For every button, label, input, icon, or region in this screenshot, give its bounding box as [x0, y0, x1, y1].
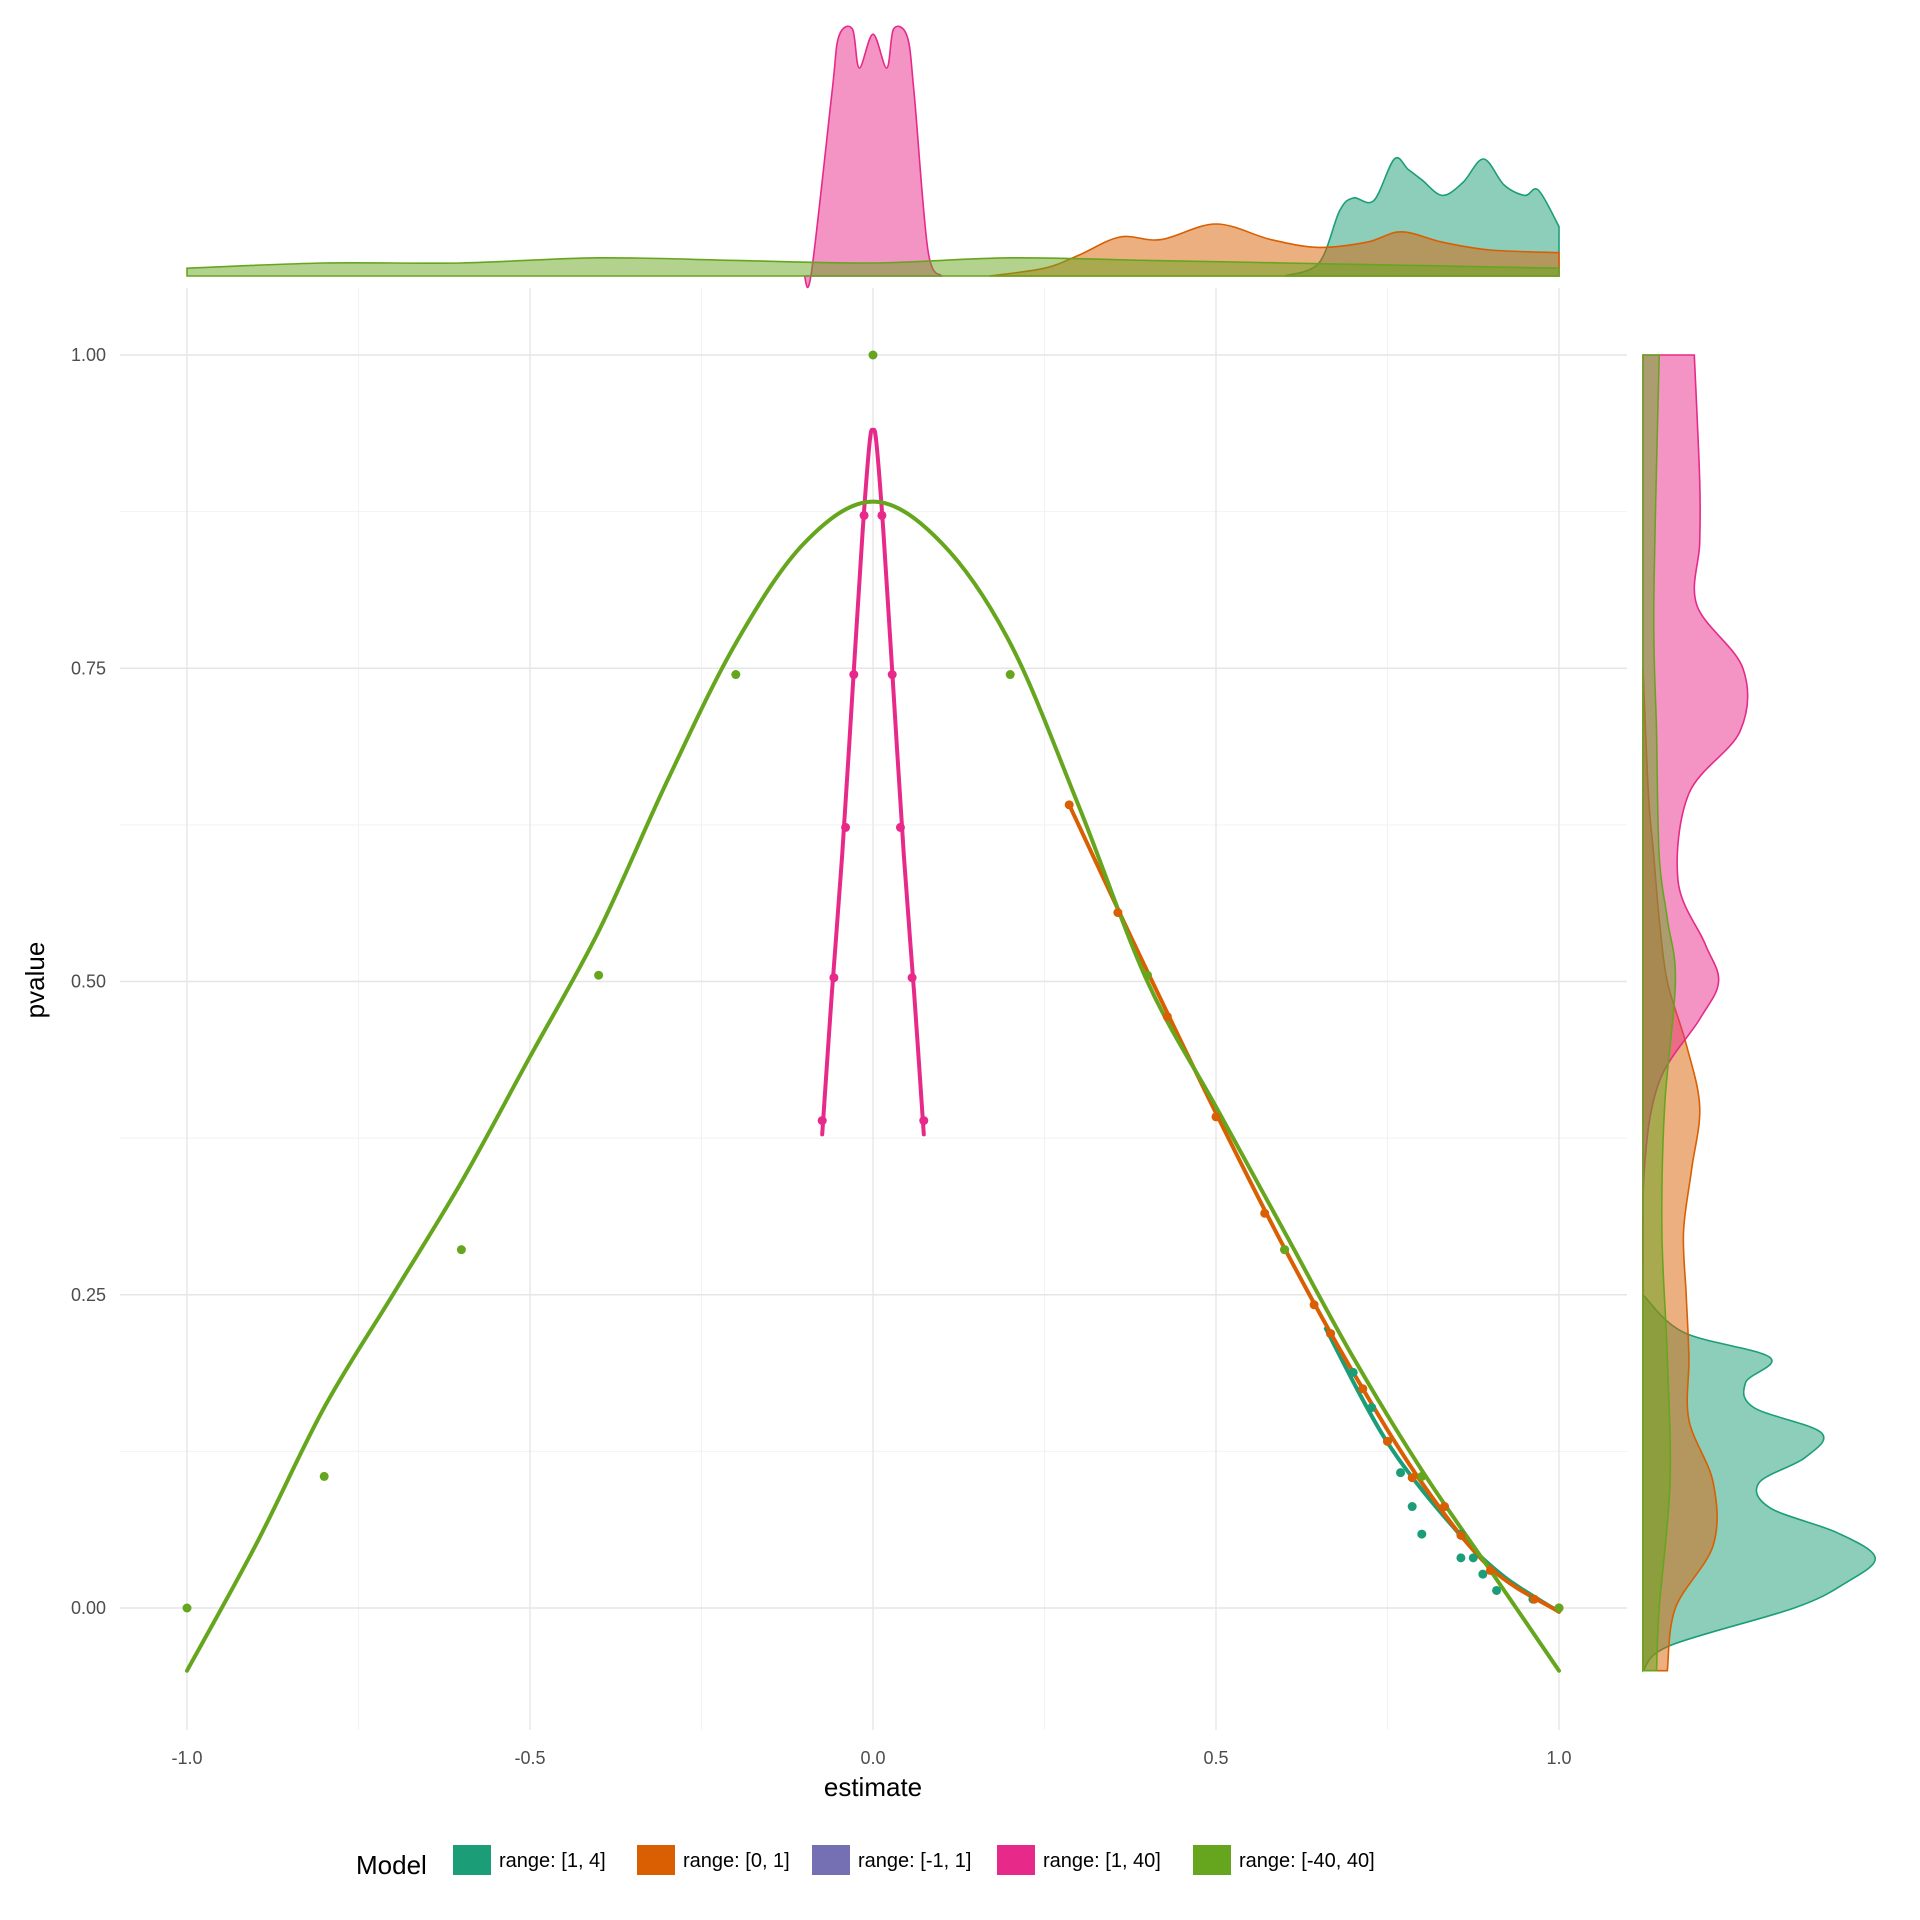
point-3-6	[887, 670, 897, 680]
x-tick-label-4: 1.0	[1546, 1748, 1571, 1768]
point-1-8	[1326, 1329, 1336, 1339]
marginal-x-density-2	[803, 25, 943, 289]
y-tick-label-3: 0.75	[71, 658, 106, 678]
legend-key-point-3	[1011, 1855, 1021, 1865]
point-1-5	[1260, 1208, 1270, 1218]
point-0-11	[1468, 1553, 1478, 1563]
y-tick-label-0: 0.00	[71, 1598, 106, 1618]
marginal-density-x	[186, 25, 1560, 289]
legend-label-1: range: [0, 1]	[683, 1850, 790, 1872]
point-3-7	[895, 822, 905, 832]
point-3-4	[859, 510, 869, 520]
legend-key-point-1	[651, 1855, 661, 1865]
point-1-14	[1485, 1565, 1495, 1575]
y-axis-title: pvalue	[20, 942, 50, 1019]
point-3-8	[907, 973, 917, 983]
point-1-4	[1211, 1112, 1221, 1122]
x-tick-label-1: -0.5	[514, 1748, 545, 1768]
x-tick-label-2: 0.0	[860, 1748, 885, 1768]
point-4-6	[1005, 670, 1015, 680]
point-3-0	[817, 1116, 827, 1126]
marginal-y-density-3	[1642, 354, 1677, 1672]
legend-label-2: range: [-1, 1]	[858, 1850, 971, 1872]
point-4-10	[1554, 1603, 1564, 1613]
legend-key-point-4	[1207, 1855, 1217, 1865]
legend: Model range: [1, 4] range: [0, 1] range: […	[356, 1845, 1375, 1880]
point-4-1	[319, 1471, 329, 1481]
point-1-3	[1162, 1012, 1172, 1022]
legend-label-0: range: [1, 4]	[499, 1850, 606, 1872]
point-4-2	[456, 1245, 466, 1255]
point-0-1	[1348, 1367, 1358, 1377]
data-points	[182, 350, 1564, 1613]
point-1-12	[1439, 1502, 1449, 1512]
point-1-7	[1309, 1300, 1319, 1310]
point-3-3	[849, 670, 859, 680]
fit-line-3	[820, 427, 926, 1137]
y-tick-label-2: 0.50	[71, 972, 106, 992]
y-tick-label-4: 1.00	[71, 345, 106, 365]
x-axis-title: estimate	[824, 1772, 922, 1802]
fit-line-1	[1067, 802, 1561, 1614]
point-3-9	[919, 1116, 929, 1126]
point-0-12	[1478, 1569, 1488, 1579]
point-1-0	[1064, 800, 1074, 810]
point-3-2	[841, 822, 851, 832]
point-1-10	[1383, 1436, 1392, 1446]
point-4-5	[868, 350, 878, 360]
point-3-1	[829, 973, 839, 983]
point-0-5	[1407, 1502, 1417, 1512]
marginal-x-density-3	[186, 256, 1560, 277]
point-1-9	[1358, 1384, 1368, 1394]
x-tick-label-0: -1.0	[171, 1748, 202, 1768]
tick-labels: -1.0 -0.5 0.0 0.5 1.0 0.00 0.25 0.50 0.75 1.00	[71, 345, 1572, 1768]
point-1-13	[1456, 1530, 1466, 1540]
point-4-0	[182, 1603, 192, 1613]
point-4-4	[731, 670, 741, 680]
point-1-11	[1407, 1473, 1417, 1483]
point-4-7	[1142, 970, 1152, 980]
x-tick-label-3: 0.5	[1203, 1748, 1228, 1768]
grid	[120, 288, 1627, 1730]
legend-label-3: range: [1, 40]	[1043, 1850, 1161, 1872]
point-1-15	[1529, 1594, 1539, 1604]
y-tick-label-1: 0.25	[71, 1285, 106, 1305]
point-4-8	[1280, 1245, 1290, 1255]
point-4-9	[1417, 1471, 1427, 1481]
point-0-6	[1417, 1529, 1427, 1539]
point-4-3	[594, 970, 604, 980]
point-0-7	[1456, 1553, 1466, 1563]
fit-line-4	[185, 499, 1561, 1673]
point-0-2	[1367, 1403, 1377, 1413]
legend-key-point-2	[826, 1855, 836, 1865]
point-3-5	[877, 510, 887, 520]
point-1-1	[1113, 908, 1123, 918]
point-0-13	[1492, 1585, 1502, 1595]
legend-key-point-0	[467, 1855, 477, 1865]
marginal-y-density-0	[1642, 1292, 1876, 1673]
legend-title: Model	[356, 1850, 427, 1880]
point-0-4	[1396, 1468, 1406, 1478]
marginal-density-y	[1641, 354, 1876, 1673]
legend-label-4: range: [-40, 40]	[1239, 1850, 1375, 1872]
